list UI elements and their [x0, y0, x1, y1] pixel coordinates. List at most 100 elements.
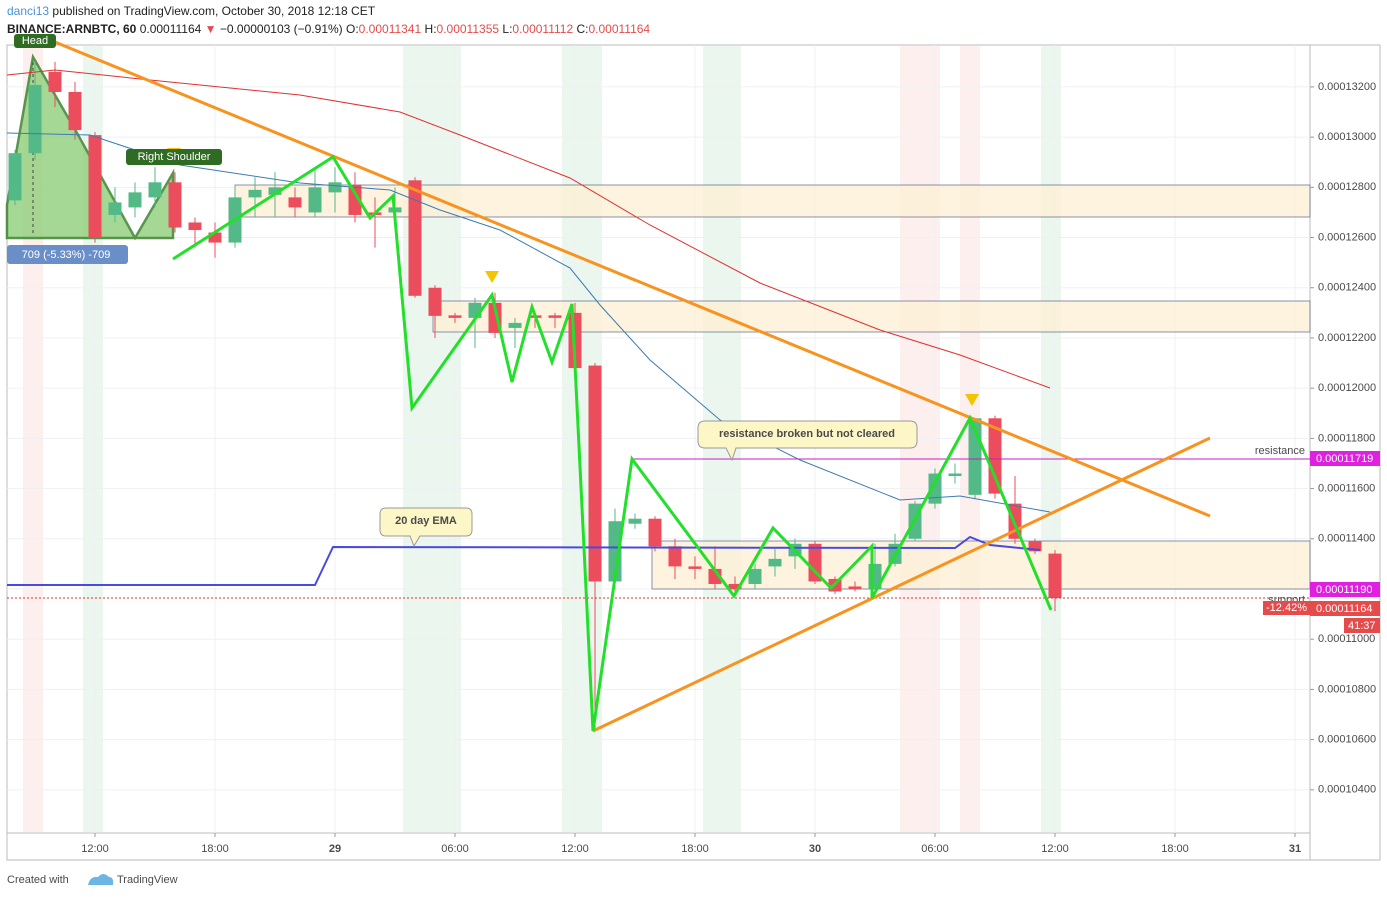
y-axis-labels: 0.00010400 0.00010600 0.00010800 0.00011000…: [1310, 81, 1376, 796]
candle-body: [208, 232, 222, 243]
symbol-line: BINANCE:ARNBTC, 60 0.00011164 ▼ −0.00000…: [7, 22, 650, 36]
band: [1041, 46, 1061, 832]
y-tick-label: 0.00011800: [1318, 432, 1375, 444]
marker: [965, 394, 979, 406]
price-tag: [1310, 451, 1380, 466]
o-label: O:: [346, 22, 359, 36]
candle-body: [428, 287, 442, 316]
candle-body: [928, 473, 942, 504]
candle-body: [268, 187, 282, 195]
shoulder-box: [126, 149, 222, 165]
published: published on TradingView.com, October 30…: [52, 4, 375, 18]
ema-callout: [379, 507, 473, 548]
band: [403, 46, 461, 832]
candle-body: [768, 558, 782, 567]
x-tick-label: 06:00: [441, 843, 469, 855]
symbol: BINANCE:ARNBTC, 60: [7, 22, 137, 36]
footer-brand[interactable]: TradingView: [117, 874, 178, 886]
candle-body: [628, 518, 642, 524]
resistance-label: resistance: [1255, 445, 1305, 457]
head-label: Head: [22, 35, 48, 47]
candle-body: [588, 365, 602, 582]
x-tick-label: 30: [809, 843, 821, 855]
trend-line: [49, 38, 1211, 518]
x-tick-label: 12:00: [1041, 843, 1069, 855]
y-tick-label: 0.00012400: [1318, 282, 1376, 294]
h: 0.00011355: [437, 22, 500, 36]
pattern: [5, 53, 175, 241]
y-tick-label: 0.00012600: [1318, 231, 1376, 243]
measure-box: [7, 245, 128, 264]
c: 0.00011164: [588, 22, 650, 36]
y-tick-label: 0.00012200: [1318, 332, 1376, 344]
daily-ema: [7, 535, 1041, 586]
candle-body: [748, 568, 762, 584]
candle-body: [28, 84, 42, 154]
arrow: ▼: [205, 22, 217, 36]
x-tick-label: 06:00: [921, 843, 949, 855]
candle-body: [508, 322, 522, 328]
x-axis-labels: 12:00 18:00 29 06:00 12:00 18:00 30 06:00 12:00 1…: [81, 833, 1301, 855]
y-tick-label: 0.00011600: [1318, 482, 1375, 494]
support-price: 0.00011190: [1316, 584, 1372, 596]
candle-body: [348, 184, 362, 215]
candle-body: [408, 180, 422, 296]
candles: [8, 61, 1062, 730]
candle-body: [448, 315, 462, 318]
x-tick-label: 18:00: [1161, 843, 1189, 855]
y-tick-label: 0.00010400: [1318, 784, 1376, 796]
candle-body: [608, 521, 622, 582]
countdown-tag: [1344, 618, 1380, 633]
countdown: 41:37: [1348, 620, 1376, 632]
candle-body: [88, 135, 102, 238]
trend-line: [592, 436, 1211, 733]
y-tick-label: 0.00011000: [1318, 633, 1375, 645]
candle-body: [48, 71, 62, 92]
c-label: C:: [576, 22, 588, 36]
l-label: L:: [502, 22, 512, 36]
candle-body: [988, 418, 1002, 494]
y-tick-label: 0.00012800: [1318, 181, 1376, 193]
candle-body: [188, 222, 202, 231]
y-tick-label: 0.00010800: [1318, 683, 1376, 695]
marker: [485, 271, 499, 283]
y-tick-label: 0.00013000: [1318, 131, 1376, 143]
candle-body: [8, 153, 22, 201]
price-tag: [1310, 601, 1380, 616]
candle-body: [108, 202, 122, 215]
candle-body: [148, 182, 162, 198]
callout: [697, 420, 918, 462]
header: danci13 published on TradingView.com, Oc…: [7, 4, 376, 18]
band: [83, 46, 103, 832]
last-price: 0.00011164: [1316, 603, 1372, 615]
candle-body: [128, 192, 142, 208]
measure-label: 709 (-5.33%) -709: [22, 249, 111, 261]
candle-body: [548, 315, 562, 318]
change: −0.00000103 (−0.91%): [220, 22, 343, 36]
head-box: [14, 34, 56, 48]
ema-label: 20 day EMA: [395, 515, 457, 527]
time-axis: [6, 832, 1311, 861]
plot-frame: [6, 44, 1311, 834]
x-tick-label: 12:00: [561, 843, 589, 855]
candle-body: [848, 586, 862, 589]
candle-body: [948, 473, 962, 477]
pct-tag: [1263, 601, 1310, 615]
x-tick-label: 31: [1289, 843, 1301, 855]
shoulder-label: Right Shoulder: [138, 151, 211, 163]
candle-body: [1048, 553, 1062, 599]
footer-text: Created with: [7, 874, 69, 886]
candle-body: [68, 91, 82, 131]
l: 0.00011112: [512, 22, 573, 36]
candle-body: [168, 182, 182, 228]
ma-line: [6, 69, 1051, 389]
y-tick-label: 0.00010600: [1318, 734, 1376, 746]
x-tick-label: 18:00: [681, 843, 709, 855]
user[interactable]: danci13: [7, 4, 49, 18]
candle-body: [808, 543, 822, 582]
candle-body: [648, 518, 662, 547]
change-pct: -12.42%: [1266, 602, 1307, 614]
x-tick-label: 12:00: [81, 843, 109, 855]
